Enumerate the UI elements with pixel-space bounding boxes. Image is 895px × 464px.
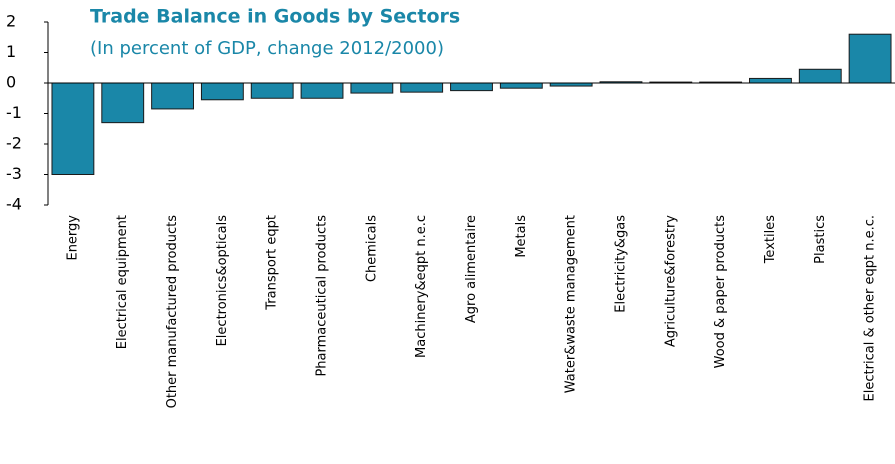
x-tick-label: Electricity&gas [613,215,628,313]
bar [350,82,394,94]
x-tick-label: Other manufactured products [165,215,180,409]
bar [51,82,95,175]
y-tick-label: -2 [6,134,22,153]
bar [300,82,344,99]
x-tick-label: Metals [514,215,529,258]
x-tick-label: Plastics [813,215,828,264]
x-tick-label: Electronics&opticals [215,215,230,347]
x-tick-label: Chemicals [364,215,379,282]
bar [400,82,444,93]
chart-title: Trade Balance in Goods by Sectors [90,6,460,28]
x-tick-label: Energy [65,215,80,261]
x-tick-label: Electrical equipment [115,215,130,349]
y-tick-label: 2 [6,12,16,31]
x-tick-label: Machinery&eqpt n.e.c [414,215,429,358]
bar [450,82,493,92]
bar [250,82,294,99]
x-tick-label: Textiles [763,215,778,265]
x-tick-label: Agriculture&forestry [663,215,678,347]
x-tick-label: Agro alimentaire [464,215,479,323]
x-tick-label: Water&waste management [564,215,579,393]
y-tick-label: -1 [6,103,22,122]
bar [848,33,892,84]
y-tick-label: -3 [6,164,22,183]
bar [101,82,145,124]
x-tick-label: Pharmaceutical products [315,215,330,377]
x-tick-label: Transport eqpt [265,215,280,311]
bar [499,82,543,89]
bar [200,82,244,101]
x-tick-label: Electrical & other eqpt n.e.c. [863,215,878,401]
bar [798,68,842,84]
bar [151,82,194,110]
y-tick-label: -4 [6,195,22,214]
x-tick-label: Wood & paper products [713,215,728,369]
y-tick-label: 0 [6,73,16,92]
bar [749,77,792,84]
y-tick-label: 1 [6,42,16,61]
chart-subtitle: (In percent of GDP, change 2012/2000) [90,38,444,59]
